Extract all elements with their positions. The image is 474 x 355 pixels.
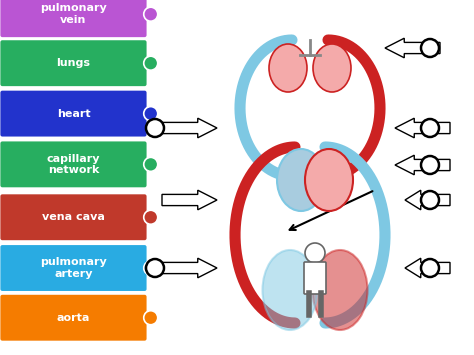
- FancyBboxPatch shape: [0, 295, 146, 341]
- Ellipse shape: [263, 250, 318, 330]
- Polygon shape: [385, 38, 440, 58]
- Text: pulmonary
vein: pulmonary vein: [40, 4, 107, 25]
- Text: vena cava: vena cava: [42, 212, 105, 222]
- Polygon shape: [405, 190, 450, 210]
- FancyBboxPatch shape: [0, 91, 146, 137]
- Circle shape: [144, 56, 158, 70]
- Circle shape: [144, 106, 158, 121]
- Polygon shape: [405, 258, 450, 278]
- Circle shape: [305, 243, 325, 263]
- FancyBboxPatch shape: [0, 0, 146, 37]
- Polygon shape: [395, 118, 450, 138]
- Circle shape: [421, 39, 439, 57]
- Circle shape: [144, 311, 158, 325]
- Circle shape: [144, 157, 158, 171]
- Text: capillary
network: capillary network: [47, 154, 100, 175]
- FancyBboxPatch shape: [0, 141, 146, 187]
- Polygon shape: [395, 155, 450, 175]
- Ellipse shape: [269, 44, 307, 92]
- FancyBboxPatch shape: [304, 262, 326, 294]
- FancyBboxPatch shape: [0, 245, 146, 291]
- Ellipse shape: [277, 149, 325, 211]
- Text: heart: heart: [57, 109, 90, 119]
- Circle shape: [144, 210, 158, 224]
- Circle shape: [144, 261, 158, 275]
- Polygon shape: [162, 118, 217, 138]
- Text: lungs: lungs: [56, 58, 91, 68]
- Circle shape: [421, 119, 439, 137]
- Circle shape: [146, 259, 164, 277]
- Circle shape: [146, 119, 164, 137]
- Text: pulmonary
artery: pulmonary artery: [40, 257, 107, 279]
- Circle shape: [421, 156, 439, 174]
- Polygon shape: [162, 258, 217, 278]
- Ellipse shape: [305, 149, 353, 211]
- FancyBboxPatch shape: [0, 40, 146, 86]
- Circle shape: [421, 259, 439, 277]
- Text: aorta: aorta: [57, 313, 90, 323]
- Ellipse shape: [313, 44, 351, 92]
- FancyBboxPatch shape: [0, 194, 146, 240]
- Polygon shape: [162, 190, 217, 210]
- Circle shape: [421, 191, 439, 209]
- Ellipse shape: [312, 250, 367, 330]
- Circle shape: [144, 7, 158, 21]
